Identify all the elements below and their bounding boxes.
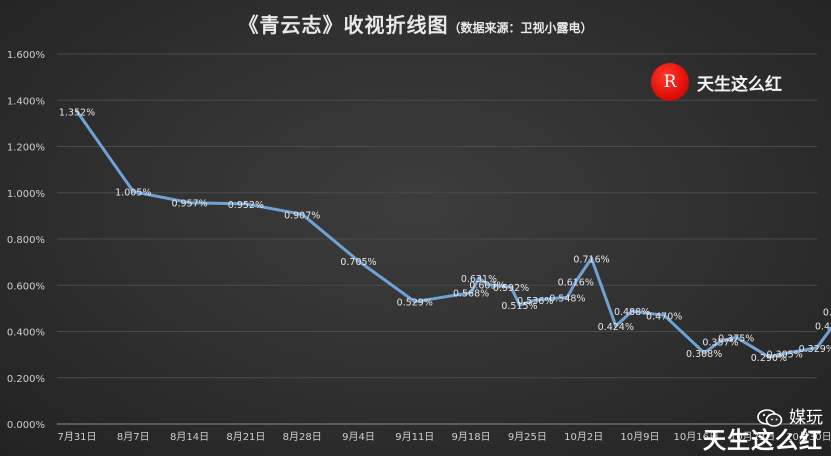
x-tick-label: 10月9日 (620, 431, 659, 443)
data-point (614, 324, 618, 328)
data-point (509, 285, 513, 289)
y-tick-label: 1.600% (7, 50, 45, 61)
data-label: 0.308% (686, 349, 722, 360)
data-label: 0.470% (646, 311, 682, 322)
x-tick-label: 10月23日 (730, 431, 775, 443)
data-point (662, 313, 666, 317)
data-label: 0.536% (517, 296, 553, 307)
data-label: 0.487% (823, 307, 831, 318)
data-point (469, 291, 473, 295)
data-label: 0.705% (340, 257, 376, 268)
chart-subtitle: （数据来源：卫视小露电） (448, 21, 593, 35)
data-point (783, 351, 787, 356)
data-point (244, 202, 248, 206)
data-label: 0.305% (767, 349, 803, 360)
x-tick-label: 9月25日 (508, 431, 547, 443)
data-label: 0.631% (461, 274, 497, 285)
data-point (533, 298, 537, 302)
wechat-icon (757, 409, 783, 427)
y-tick-label: 0.600% (7, 281, 45, 292)
data-label: 0.716% (573, 254, 609, 265)
series-line (75, 109, 831, 359)
data-label: 1.352% (59, 107, 95, 118)
data-label: 0.568% (453, 289, 489, 300)
data-label: 0.515% (501, 301, 537, 312)
data-label: 1.005% (115, 188, 151, 199)
data-point (702, 351, 706, 355)
data-label: 0.603% (469, 281, 505, 292)
data-point (767, 355, 771, 359)
data-point (630, 309, 634, 313)
data-point (413, 300, 417, 304)
watermark: 媒玩 天生这么红 (703, 408, 823, 454)
x-tick-label: 9月4日 (342, 431, 375, 443)
data-label: 0.488% (614, 307, 650, 318)
data-point (477, 276, 481, 280)
data-label: 0.616% (558, 278, 594, 289)
watermark-line1: 媒玩 (789, 408, 823, 428)
brand-logo-icon: R (651, 63, 689, 101)
data-point (517, 303, 522, 307)
x-tick-label: 10月30日 (786, 431, 831, 443)
data-point (187, 201, 192, 205)
data-point (485, 282, 489, 287)
y-tick-label: 0.400% (7, 328, 45, 339)
y-tick-label: 0.200% (7, 374, 45, 385)
data-label: 0.907% (284, 210, 320, 221)
data-point (300, 212, 304, 216)
data-point (75, 109, 79, 113)
data-point (734, 335, 738, 339)
data-label: 0.329% (799, 344, 831, 355)
data-label: 0.290% (751, 353, 787, 364)
x-tick-label: 7月31日 (57, 431, 96, 443)
x-tick-label: 9月11日 (395, 431, 434, 443)
x-tick-label: 10月2日 (564, 431, 603, 443)
x-tick-label: 8月28日 (283, 431, 322, 443)
y-tick-label: 0.000% (7, 420, 45, 431)
y-tick-label: 0.800% (7, 235, 45, 246)
y-tick-label: 1.000% (7, 189, 45, 200)
data-label: 0.952% (228, 200, 264, 211)
data-point (131, 189, 135, 194)
x-tick-label: 10月16日 (674, 431, 719, 443)
data-label: 0.357% (702, 337, 738, 348)
y-tick-label: 1.400% (7, 96, 45, 107)
data-label: 0.424% (598, 322, 634, 333)
data-point (718, 339, 723, 344)
brand-name: 天生这么红 (697, 74, 782, 95)
chart-title-text: 《青云志》收视折线图 (238, 13, 449, 37)
data-label: 0.957% (171, 199, 207, 210)
data-point (815, 346, 819, 350)
x-tick-label: 8月14日 (170, 431, 209, 443)
y-tick-label: 1.200% (7, 143, 45, 154)
data-label: 0.375% (718, 333, 754, 344)
data-label: 0.548% (549, 293, 585, 304)
data-point (565, 295, 569, 299)
data-point (356, 259, 361, 263)
chart-title: 《青云志》收视折线图（数据来源：卫视小露电） (0, 9, 831, 38)
watermark-line2: 天生这么红 (703, 428, 823, 454)
x-tick-label: 8月7日 (117, 431, 150, 443)
data-point (574, 279, 578, 284)
data-label: 0.592% (493, 283, 529, 294)
data-label: 0.529% (397, 298, 433, 309)
data-point (589, 256, 594, 261)
data-label: 0.425% (815, 322, 831, 333)
brand-badge: R 天生这么红 (651, 62, 782, 102)
x-tick-label: 9月18日 (452, 431, 491, 443)
x-tick-label: 8月21日 (226, 431, 265, 443)
